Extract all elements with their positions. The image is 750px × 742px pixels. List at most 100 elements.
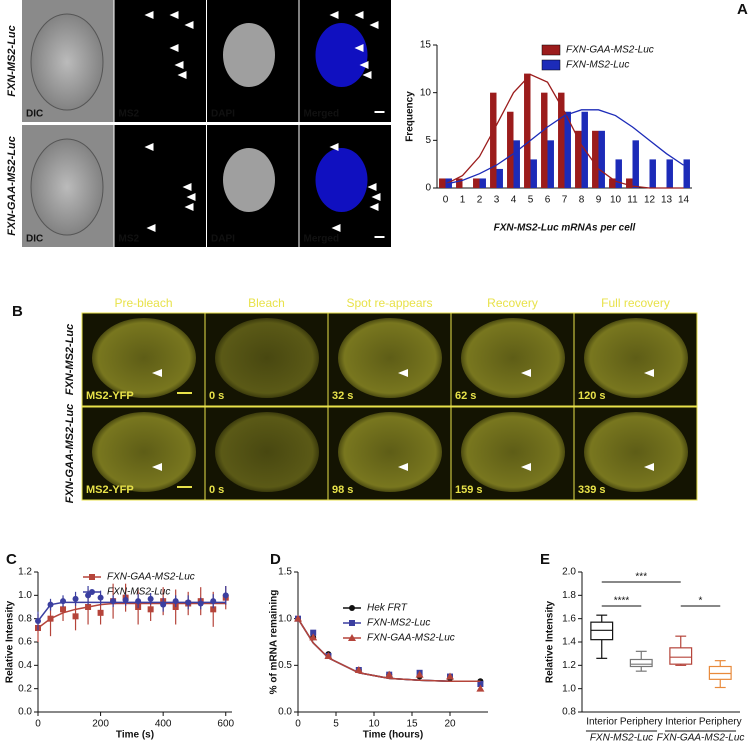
y-tick-label: 1.8 [562,590,576,601]
arrowhead [644,369,654,377]
fit-curve [37,602,226,629]
bar [683,159,690,188]
point [210,598,217,605]
y-tick-label: 15 [420,40,432,51]
bar [592,130,599,188]
x-tick-label: 14 [678,195,690,206]
bar [666,159,673,188]
channel-label: MS2 [119,109,140,120]
column-header: Bleach [248,296,285,310]
panel-label: B [12,303,23,320]
legend-label: FXN-GAA-MS2-Luc [367,633,455,644]
row-label: FXN-GAA-MS2-Luc [64,404,76,504]
x-tick-label: 10 [368,719,380,730]
x-tick-label: Periphery [699,717,742,728]
time-label: 0 s [209,390,224,402]
y-axis-label: Relative Intensity [5,600,16,683]
point [477,681,484,687]
significance-label: *** [635,572,647,583]
x-tick-label: 7 [562,195,568,206]
time-label: 120 s [578,390,606,402]
bar [649,159,656,188]
point [415,670,424,678]
legend-marker [349,620,355,626]
y-axis-label: Relative Intensity [545,600,556,683]
channel-label: Merged [304,234,340,245]
arrowhead [152,369,162,377]
column-header: Recovery [487,296,538,310]
column-header: Spot re-appears [346,296,432,310]
point [60,598,67,605]
arrowhead [169,11,179,19]
arrowhead [186,193,196,201]
cell [215,412,319,492]
y-tick-label: 1.4 [562,637,576,648]
bar [524,73,531,188]
time-label: 98 s [332,484,353,496]
y-axis-label: % of mRNA remaining [269,590,280,695]
cell [215,318,319,398]
arrowhead [177,71,187,79]
arrowhead [331,224,341,232]
x-axis-label: Time (s) [116,730,154,741]
y-tick-label: 0.5 [278,660,292,671]
y-tick-label: 0.0 [278,707,292,718]
panel-label: C [6,551,17,568]
point [85,592,92,599]
x-tick-label: 4 [511,195,517,206]
column-header: Pre-bleach [114,296,172,310]
nucleus [223,23,275,87]
bar [615,159,622,188]
row-label: FXN-MS2-Luc [64,324,76,396]
arrowhead [184,203,194,211]
legend-label: FXN-GAA-MS2-Luc [566,45,654,56]
box [629,658,653,668]
point [72,613,79,620]
x-tick-label: Interior [665,717,697,728]
channel-label: DIC [26,234,43,245]
cell [584,318,688,398]
point [172,598,179,605]
cell [338,412,442,492]
point [222,592,229,599]
arrowhead [144,11,154,19]
point [85,604,92,610]
y-tick-label: 1.0 [562,683,576,694]
y-tick-label: 0.8 [562,707,576,718]
point [446,672,454,680]
x-tick-label: 13 [661,195,673,206]
x-tick-label: 20 [444,719,456,730]
x-tick-label: 9 [596,195,602,206]
y-tick-label: 1.0 [278,613,292,624]
point [476,684,485,692]
point [294,614,302,622]
legend-marker [89,589,95,595]
y-tick-label: 1.0 [18,590,32,601]
y-tick-label: 1.2 [562,660,576,671]
cell-shape [30,138,104,236]
significance-label: **** [614,596,630,607]
fit-curve [297,618,481,682]
x-tick-label: 11 [627,195,638,206]
bar [558,92,565,188]
fit-curve [445,73,684,189]
x-tick-label: 5 [528,195,534,206]
legend-label: FXN-MS2-Luc [367,618,430,629]
arrowhead [329,11,339,19]
point [60,606,67,613]
x-tick-label: 0 [35,719,41,730]
bar [490,92,497,188]
point [147,595,154,602]
legend-swatch [541,59,561,71]
point [354,666,363,673]
bar [479,178,486,188]
arrowhead [398,463,408,471]
point [210,606,217,613]
time-label: 339 s [578,484,606,496]
time-label: 32 s [332,390,353,402]
point [385,670,394,678]
arrowhead [152,463,162,471]
y-tick-label: 5 [425,135,431,146]
y-tick-label: 10 [420,87,432,98]
